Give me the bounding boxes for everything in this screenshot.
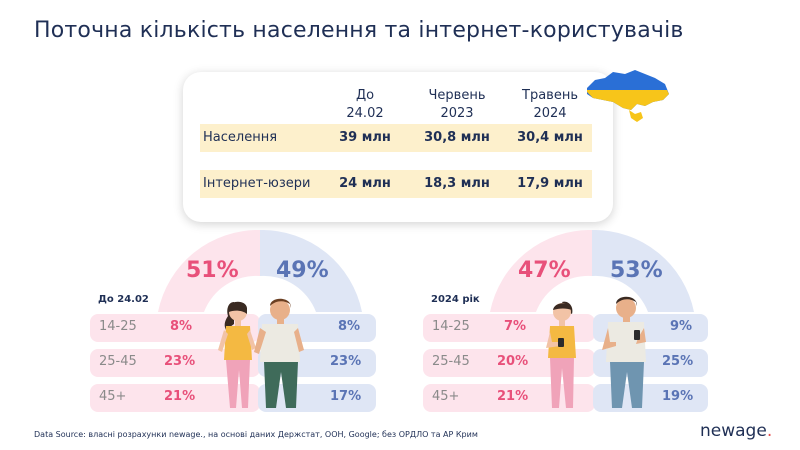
woman-illustration <box>218 301 256 408</box>
left-age-14-25: 14-25 <box>99 319 137 334</box>
left-female-14-25: 8% <box>170 319 193 334</box>
column-header-may-2024: Травень 2024 <box>522 88 578 121</box>
ukraine-map-icon <box>587 70 669 122</box>
left-female-percent: 51% <box>186 258 239 283</box>
newage-logo: newage. <box>700 421 773 441</box>
column-header-before-war: До 24.02 <box>346 88 384 121</box>
man-with-phone-illustration <box>602 296 646 408</box>
column-header-june-2023: Червень 2023 <box>428 88 486 121</box>
row-label-population: Населення <box>203 130 278 145</box>
population-before-war: 39 млн <box>339 130 391 145</box>
woman-with-phone-illustration <box>546 301 576 408</box>
population-row-band <box>200 124 592 152</box>
right-panel-label: 2024 рік <box>431 294 480 305</box>
right-male-45-plus: 19% <box>662 389 694 404</box>
left-male-25-45: 23% <box>330 354 362 369</box>
man-illustration <box>254 298 304 408</box>
left-gender-arc <box>158 230 362 312</box>
right-male-25-45: 25% <box>662 354 694 369</box>
right-age-25-45: 25-45 <box>432 354 470 369</box>
right-female-14-25: 7% <box>504 319 527 334</box>
right-male-percent: 53% <box>610 258 663 283</box>
right-age-14-25: 14-25 <box>432 319 470 334</box>
left-male-percent: 49% <box>276 258 329 283</box>
left-female-45-plus: 21% <box>164 389 196 404</box>
right-female-25-45: 20% <box>497 354 529 369</box>
internet-users-may-2024: 17,9 млн <box>517 176 583 191</box>
row-label-internet-users: Інтернет-юзери <box>203 176 311 191</box>
right-female-percent: 47% <box>518 258 571 283</box>
right-gender-arc <box>490 230 694 312</box>
left-female-25-45: 23% <box>164 354 196 369</box>
left-age-45-plus: 45+ <box>99 389 127 404</box>
data-source-footnote: Data Source: власні розрахунки newage., … <box>34 430 478 439</box>
population-june-2023: 30,8 млн <box>424 130 490 145</box>
internet-users-row-band <box>200 170 592 198</box>
right-female-45-plus: 21% <box>497 389 529 404</box>
left-age-25-45: 25-45 <box>99 354 137 369</box>
right-male-14-25: 9% <box>670 319 693 334</box>
right-age-45-plus: 45+ <box>432 389 460 404</box>
page-title: Поточна кількість населення та інтернет-… <box>34 18 684 43</box>
internet-users-june-2023: 18,3 млн <box>424 176 490 191</box>
internet-users-before-war: 24 млн <box>339 176 391 191</box>
left-male-45-plus: 17% <box>330 389 362 404</box>
left-panel-label: До 24.02 <box>98 294 149 305</box>
population-may-2024: 30,4 млн <box>517 130 583 145</box>
left-male-14-25: 8% <box>338 319 361 334</box>
